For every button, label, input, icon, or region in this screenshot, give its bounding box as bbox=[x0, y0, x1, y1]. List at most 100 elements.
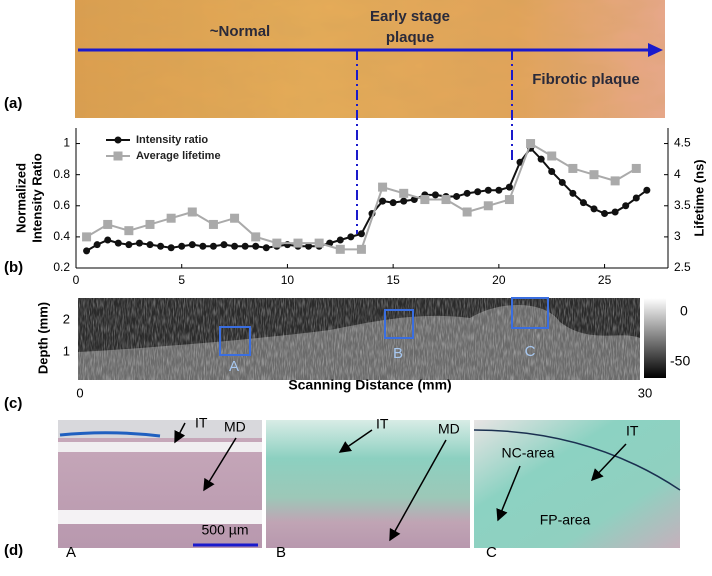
histology-label: IT bbox=[376, 416, 389, 432]
oct-x-tick: 0 bbox=[76, 385, 83, 400]
y-tick-label: 1 bbox=[63, 136, 70, 150]
marker bbox=[526, 139, 536, 149]
legend-marker bbox=[113, 151, 123, 161]
marker bbox=[632, 194, 640, 202]
x-tick-label: 10 bbox=[281, 273, 295, 287]
marker bbox=[103, 219, 113, 229]
marker bbox=[569, 189, 577, 197]
marker bbox=[252, 242, 260, 250]
legend-label: Intensity ratio bbox=[136, 134, 208, 146]
oct-x-label: Scanning Distance (mm) bbox=[288, 377, 451, 393]
y2-axis-label: Lifetime (ns) bbox=[691, 159, 706, 236]
marker bbox=[314, 238, 324, 248]
marker bbox=[505, 183, 513, 191]
colorbar-tick: -50 bbox=[670, 353, 690, 369]
x-tick-label: 25 bbox=[598, 273, 612, 287]
histology-edge bbox=[473, 429, 681, 491]
marker bbox=[187, 207, 197, 217]
x-tick-label: 5 bbox=[178, 273, 185, 287]
histology-image bbox=[474, 420, 680, 548]
marker bbox=[83, 247, 91, 255]
marker bbox=[547, 151, 557, 161]
oct-y-tick: 2 bbox=[63, 311, 70, 326]
y-tick-label: 0.4 bbox=[53, 229, 70, 243]
marker bbox=[157, 242, 165, 250]
y-tick-label: 0.6 bbox=[53, 198, 70, 212]
marker bbox=[251, 232, 261, 242]
marker bbox=[631, 163, 641, 173]
arrow bbox=[389, 439, 447, 542]
histology-label: NC-area bbox=[502, 445, 555, 461]
panel-label: (d) bbox=[4, 542, 23, 559]
marker bbox=[474, 188, 482, 196]
arrow bbox=[590, 443, 627, 482]
marker bbox=[335, 244, 345, 254]
arrow bbox=[496, 465, 521, 522]
histology-letter: C bbox=[486, 544, 497, 561]
marker bbox=[305, 242, 313, 250]
marker bbox=[579, 199, 587, 207]
marker bbox=[104, 236, 112, 244]
arrow bbox=[203, 437, 237, 492]
x-tick-label: 0 bbox=[73, 273, 80, 287]
roi-box bbox=[384, 309, 414, 339]
y2-tick-label: 3 bbox=[674, 229, 681, 243]
oct-speckle bbox=[78, 298, 640, 380]
marker bbox=[336, 236, 344, 244]
marker bbox=[293, 238, 303, 248]
marker bbox=[589, 170, 599, 180]
marker bbox=[125, 241, 133, 249]
marker bbox=[188, 241, 196, 249]
marker bbox=[548, 168, 556, 176]
marker bbox=[209, 242, 217, 250]
y2-tick-label: 4.5 bbox=[674, 136, 691, 150]
marker bbox=[453, 192, 461, 200]
y2-tick-label: 3.5 bbox=[674, 198, 691, 212]
marker bbox=[389, 199, 397, 207]
panel-label: (b) bbox=[4, 259, 23, 276]
histology-label: FP-area bbox=[540, 512, 591, 528]
roi-box bbox=[219, 326, 251, 356]
marker bbox=[93, 241, 101, 249]
marker bbox=[601, 210, 609, 218]
histology-label: IT bbox=[626, 423, 639, 439]
marker bbox=[357, 230, 365, 238]
marker bbox=[145, 219, 155, 229]
y2-tick-label: 4 bbox=[674, 167, 681, 181]
scale-label: 500 µm bbox=[202, 522, 249, 538]
marker bbox=[220, 241, 228, 249]
photo-label: ~Normal bbox=[210, 23, 270, 40]
oct-x-tick: 30 bbox=[638, 385, 652, 400]
marker bbox=[611, 208, 619, 216]
legend-marker bbox=[114, 136, 122, 144]
panel-label: (c) bbox=[4, 395, 22, 412]
marker bbox=[441, 195, 451, 205]
marker bbox=[516, 158, 524, 166]
y-axis-label: Normalized bbox=[13, 163, 28, 233]
marker bbox=[484, 186, 492, 194]
marker bbox=[347, 233, 355, 241]
marker bbox=[610, 176, 620, 186]
marker bbox=[241, 242, 249, 250]
marker bbox=[166, 213, 176, 223]
marker bbox=[199, 242, 207, 250]
marker bbox=[208, 219, 218, 229]
panel-label: (a) bbox=[4, 95, 22, 112]
histology-image bbox=[266, 420, 470, 548]
photo-label: plaque bbox=[386, 29, 434, 46]
marker bbox=[590, 205, 598, 213]
scan-arrow-head bbox=[648, 43, 663, 57]
y-tick-label: 0.2 bbox=[53, 260, 70, 274]
colorbar bbox=[644, 298, 666, 378]
marker bbox=[135, 239, 143, 247]
histology-label: MD bbox=[438, 421, 460, 437]
x-tick-label: 15 bbox=[386, 273, 400, 287]
marker bbox=[82, 232, 92, 242]
oct-y-tick: 1 bbox=[63, 343, 70, 358]
marker bbox=[378, 182, 388, 192]
marker bbox=[558, 178, 566, 186]
marker bbox=[230, 213, 240, 223]
marker bbox=[431, 191, 439, 199]
marker bbox=[568, 163, 578, 173]
marker bbox=[463, 189, 471, 197]
